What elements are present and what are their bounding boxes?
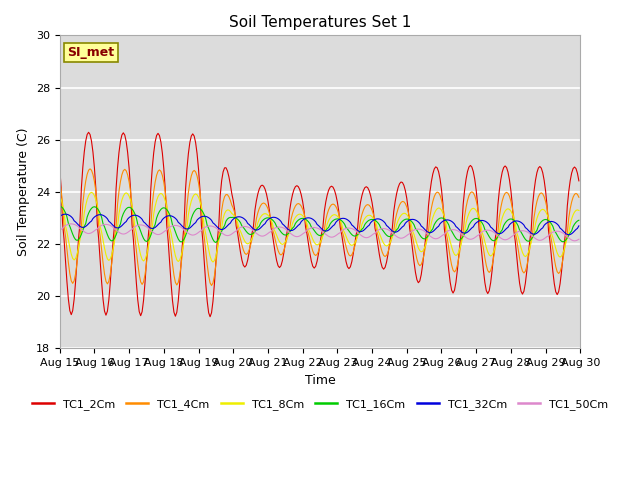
TC1_4Cm	[56, 178, 63, 184]
TC1_8Cm	[239, 235, 247, 241]
TC1_32Cm	[56, 214, 63, 219]
TC1_32Cm	[121, 220, 129, 226]
Legend: TC1_2Cm, TC1_4Cm, TC1_8Cm, TC1_16Cm, TC1_32Cm, TC1_50Cm: TC1_2Cm, TC1_4Cm, TC1_8Cm, TC1_16Cm, TC1…	[28, 395, 612, 414]
TC1_8Cm	[209, 259, 217, 265]
TC1_8Cm	[575, 207, 582, 213]
TC1_2Cm	[206, 314, 214, 320]
TC1_8Cm	[214, 246, 221, 252]
Y-axis label: Soil Temperature (C): Soil Temperature (C)	[17, 128, 30, 256]
Line: TC1_50Cm: TC1_50Cm	[60, 224, 579, 241]
TC1_2Cm	[84, 130, 92, 135]
TC1_32Cm	[61, 211, 69, 217]
TC1_50Cm	[229, 230, 237, 236]
Line: TC1_8Cm: TC1_8Cm	[60, 192, 579, 262]
TC1_50Cm	[571, 238, 579, 244]
TC1_16Cm	[229, 215, 237, 220]
TC1_4Cm	[214, 247, 221, 253]
TC1_2Cm	[231, 207, 239, 213]
TC1_2Cm	[56, 164, 63, 170]
TC1_50Cm	[238, 224, 246, 230]
TC1_16Cm	[212, 240, 220, 245]
TC1_32Cm	[212, 223, 220, 228]
TC1_4Cm	[208, 283, 216, 288]
TC1_8Cm	[121, 191, 129, 196]
Line: TC1_2Cm: TC1_2Cm	[60, 132, 579, 317]
TC1_16Cm	[120, 211, 127, 216]
TC1_16Cm	[575, 217, 582, 223]
TC1_4Cm	[86, 166, 94, 172]
TC1_32Cm	[229, 216, 237, 222]
TC1_8Cm	[549, 234, 557, 240]
TC1_2Cm	[239, 263, 247, 268]
TC1_2Cm	[214, 238, 221, 243]
TC1_4Cm	[575, 194, 582, 200]
TC1_16Cm	[211, 239, 218, 245]
TC1_32Cm	[575, 223, 582, 229]
Line: TC1_16Cm: TC1_16Cm	[60, 206, 579, 242]
TC1_32Cm	[548, 218, 556, 224]
TC1_4Cm	[286, 227, 294, 232]
TC1_50Cm	[121, 231, 129, 237]
TC1_4Cm	[239, 247, 247, 253]
Text: SI_met: SI_met	[67, 46, 115, 59]
TC1_32Cm	[238, 215, 246, 220]
TC1_4Cm	[121, 167, 129, 172]
Line: TC1_4Cm: TC1_4Cm	[60, 169, 579, 286]
TC1_8Cm	[286, 229, 294, 235]
TC1_50Cm	[284, 229, 292, 235]
TC1_16Cm	[548, 221, 556, 227]
TC1_2Cm	[286, 208, 294, 214]
TC1_2Cm	[121, 132, 129, 138]
TC1_50Cm	[548, 230, 556, 236]
TC1_50Cm	[67, 221, 75, 227]
X-axis label: Time: Time	[305, 373, 335, 387]
TC1_4Cm	[549, 247, 557, 252]
TC1_4Cm	[231, 210, 239, 216]
TC1_8Cm	[231, 214, 239, 219]
TC1_2Cm	[575, 178, 582, 184]
Line: TC1_32Cm: TC1_32Cm	[60, 214, 579, 235]
TC1_16Cm	[56, 204, 63, 209]
TC1_8Cm	[88, 190, 95, 195]
TC1_50Cm	[575, 236, 582, 242]
Title: Soil Temperatures Set 1: Soil Temperatures Set 1	[229, 15, 411, 30]
TC1_50Cm	[56, 228, 63, 233]
TC1_8Cm	[56, 192, 63, 198]
TC1_32Cm	[284, 227, 292, 232]
TC1_50Cm	[212, 225, 220, 231]
TC1_16Cm	[238, 223, 246, 229]
TC1_16Cm	[284, 231, 292, 237]
TC1_2Cm	[549, 268, 557, 274]
TC1_32Cm	[565, 232, 573, 238]
